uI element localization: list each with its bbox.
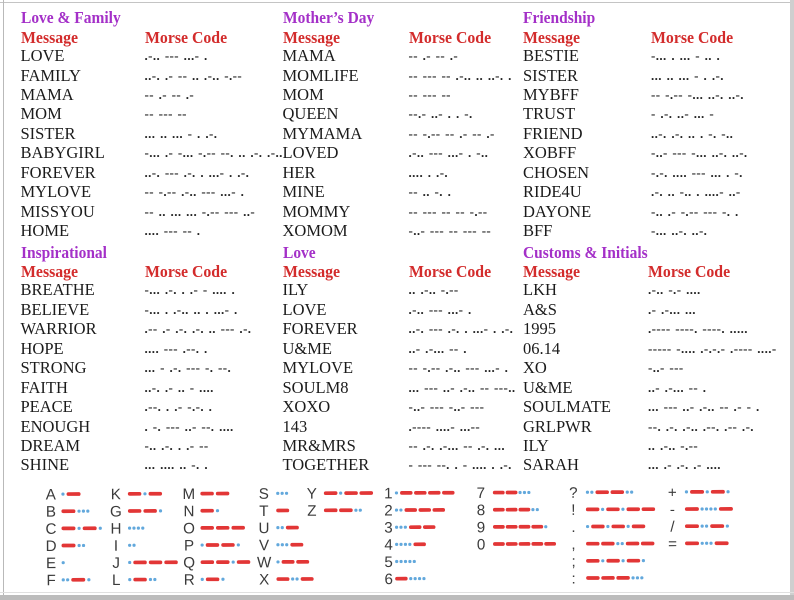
svg-text:Z: Z [307,503,316,520]
svg-text:K: K [111,486,121,503]
svg-text:F: F [46,572,55,589]
svg-text:,: , [571,536,575,553]
svg-text:.: . [571,519,575,536]
svg-text:=: = [668,536,677,553]
svg-text:N: N [183,503,194,520]
svg-text:8: 8 [477,502,486,519]
svg-text::: : [572,570,576,587]
svg-text:P: P [184,537,194,554]
svg-text:5: 5 [384,554,393,571]
svg-text:L: L [112,572,121,589]
svg-text:Q: Q [183,555,195,572]
svg-text:C: C [45,521,56,538]
svg-text:D: D [46,538,57,555]
svg-text:H: H [110,521,121,538]
svg-text:?: ? [569,485,578,502]
svg-text:X: X [259,572,269,589]
svg-text:R: R [184,572,195,589]
svg-text:U: U [258,520,269,537]
svg-text:+: + [668,484,677,501]
svg-text:V: V [259,537,270,554]
svg-text:4: 4 [384,537,393,554]
svg-text:G: G [110,503,122,520]
svg-text:M: M [183,486,196,503]
svg-text:1: 1 [384,485,393,502]
svg-text:9: 9 [477,519,486,536]
svg-text:T: T [259,503,268,520]
svg-text:A: A [46,487,57,504]
svg-text:B: B [46,504,56,521]
svg-text:2: 2 [384,502,393,519]
svg-text:-: - [670,501,675,518]
svg-text:/: / [670,519,675,536]
svg-text:!: ! [571,502,575,519]
svg-text:6: 6 [384,571,393,588]
svg-text:0: 0 [477,536,486,553]
svg-text:J: J [112,555,120,572]
svg-text:I: I [114,538,118,555]
svg-text:;: ; [571,553,575,570]
svg-text:7: 7 [477,485,486,502]
svg-text:E: E [46,555,56,572]
svg-text:W: W [257,554,272,571]
svg-text:3: 3 [384,520,393,537]
svg-text:S: S [259,486,269,503]
svg-text:O: O [183,520,195,537]
svg-text:Y: Y [307,486,317,503]
